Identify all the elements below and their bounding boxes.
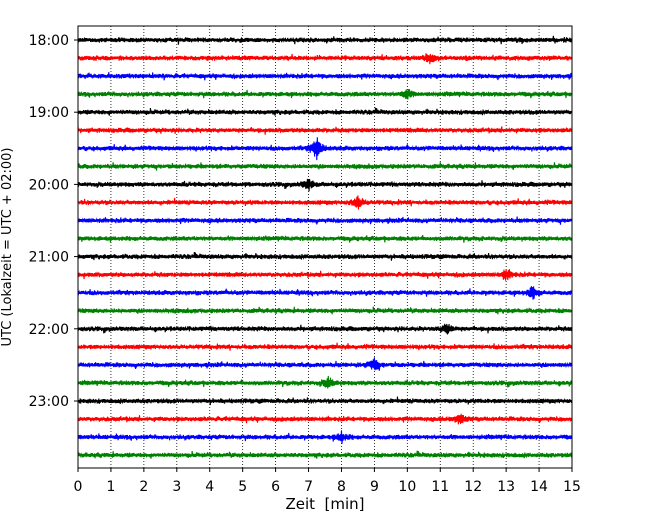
seismic-trace <box>77 178 573 192</box>
x-axis-ticks: 0 1 2 3 4 5 6 7 8 9 10 11 12 13 14 15 <box>74 468 581 495</box>
x-tick-label: 12 <box>464 479 482 495</box>
y-axis-label: UTC (Lokalzeit = UTC + 02:00) <box>0 148 15 347</box>
x-tick-label: 1 <box>106 479 115 495</box>
seismic-trace <box>77 342 573 351</box>
y-tick-label: 21:00 <box>29 250 69 266</box>
seismic-trace <box>77 162 573 171</box>
y-tick-label: 20:00 <box>29 177 69 193</box>
y-tick-label: 19:00 <box>29 105 69 121</box>
x-tick-label: 4 <box>205 479 214 495</box>
plot-frame <box>77 25 573 469</box>
x-tick-label: 13 <box>497 479 515 495</box>
seismic-trace <box>77 35 573 45</box>
seismic-trace <box>77 216 573 225</box>
y-tick-label: 22:00 <box>29 322 69 338</box>
x-tick-label: 15 <box>563 479 581 495</box>
plot-background <box>78 26 572 468</box>
x-tick-label: 8 <box>337 479 346 495</box>
seismic-trace <box>77 323 573 335</box>
x-tick-label: 5 <box>238 479 247 495</box>
x-tick-label: 9 <box>370 479 379 495</box>
x-tick-label: 7 <box>304 479 313 495</box>
seismic-trace <box>77 269 573 281</box>
seismic-trace <box>77 357 573 371</box>
seismic-trace <box>77 53 573 65</box>
x-tick-label: 14 <box>530 479 548 495</box>
x-tick-label: 6 <box>271 479 280 495</box>
x-tick-label: 2 <box>139 479 148 495</box>
x-tick-label: 10 <box>398 479 416 495</box>
seismic-trace <box>77 72 573 81</box>
y-tick-label: 18:00 <box>29 33 69 49</box>
x-tick-label: 3 <box>172 479 181 495</box>
seismic-trace <box>77 195 573 210</box>
x-tick-label: 0 <box>74 479 83 495</box>
seismic-trace <box>77 234 573 243</box>
seismic-trace <box>77 89 573 100</box>
seismic-trace <box>77 107 573 116</box>
seismic-traces <box>77 35 573 459</box>
seismic-trace <box>77 450 573 459</box>
seismic-trace <box>77 413 573 425</box>
seismic-trace <box>77 252 573 261</box>
seismic-trace <box>77 396 573 406</box>
y-axis-ticks: 18:00 19:00 20:00 21:00 22:00 23:00 <box>29 33 78 410</box>
seismic-trace <box>77 306 573 315</box>
y-tick-label: 23:00 <box>29 394 69 410</box>
seismic-trace <box>77 126 573 135</box>
seismic-trace <box>77 137 573 161</box>
seismic-trace <box>77 430 573 444</box>
seismic-trace <box>77 286 573 300</box>
seismic-trace <box>77 375 573 389</box>
x-tick-label: 11 <box>431 479 449 495</box>
x-axis-label: Zeit [min] <box>285 495 364 513</box>
